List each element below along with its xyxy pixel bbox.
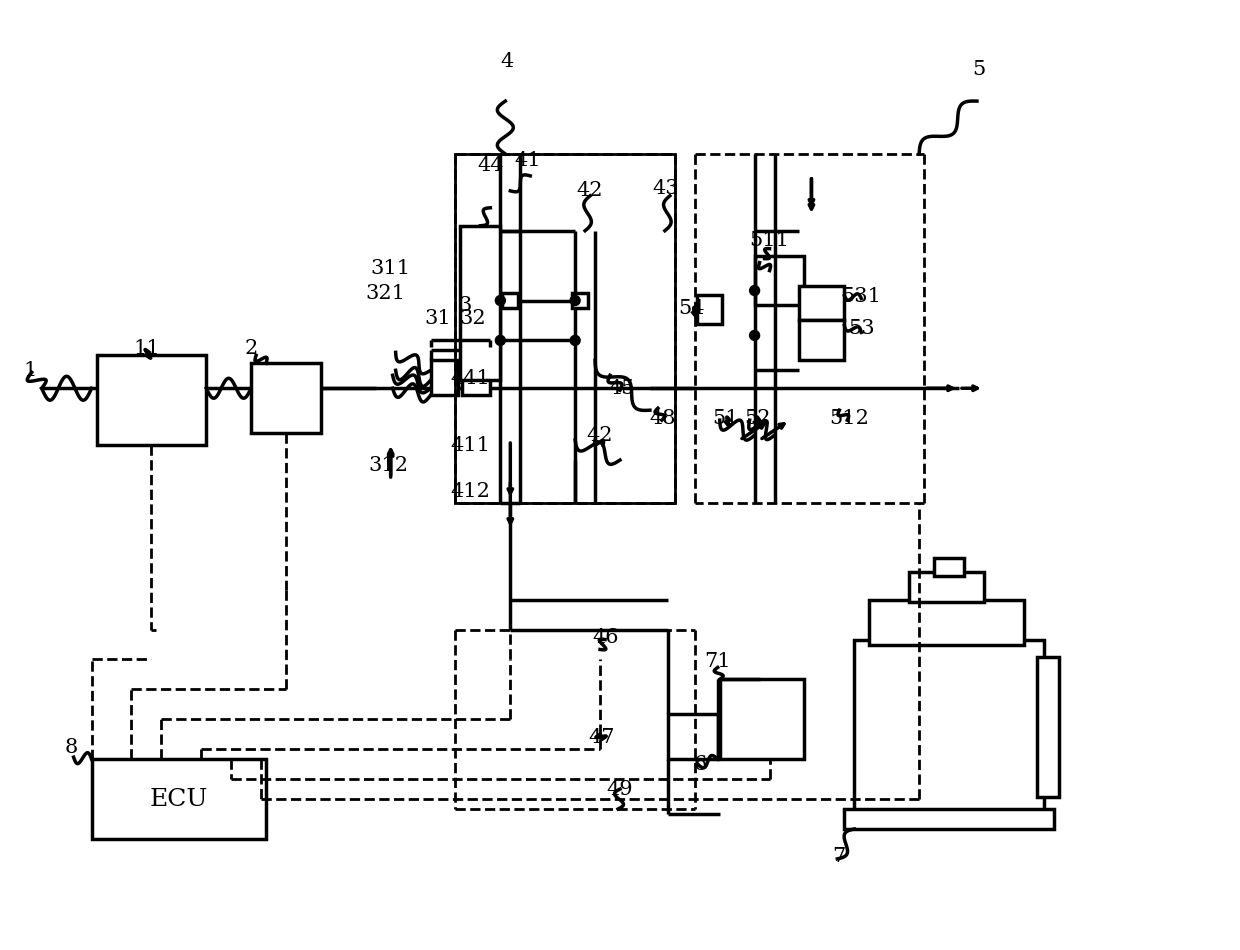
Text: 11: 11: [133, 339, 160, 358]
Bar: [755, 256, 805, 306]
Bar: [934, 558, 963, 576]
Text: 2: 2: [244, 339, 258, 358]
Text: 1: 1: [24, 361, 36, 380]
Bar: [697, 294, 722, 325]
Text: 31: 31: [424, 309, 451, 328]
Text: 71: 71: [704, 652, 732, 671]
Bar: [668, 714, 718, 759]
Text: 42: 42: [577, 181, 604, 200]
Bar: [909, 572, 983, 601]
Bar: [1037, 657, 1059, 797]
Text: 52: 52: [744, 408, 771, 428]
Bar: [719, 679, 805, 759]
Text: 312: 312: [368, 456, 409, 475]
Text: 321: 321: [366, 284, 405, 303]
Circle shape: [750, 286, 760, 295]
Text: 48: 48: [650, 408, 676, 428]
Text: 6: 6: [693, 754, 707, 773]
Circle shape: [495, 335, 506, 346]
Bar: [800, 320, 844, 360]
Text: 49: 49: [606, 780, 634, 799]
Circle shape: [570, 335, 580, 346]
Text: 8: 8: [64, 738, 78, 757]
Text: 44: 44: [477, 157, 503, 176]
Bar: [844, 809, 1054, 829]
Text: 51: 51: [712, 408, 739, 428]
Text: 42: 42: [587, 426, 614, 445]
Bar: [430, 360, 459, 395]
Bar: [463, 360, 490, 395]
Text: 53: 53: [848, 319, 874, 338]
Bar: [869, 599, 1024, 644]
Text: 531: 531: [841, 287, 882, 306]
Circle shape: [750, 331, 760, 340]
Text: 54: 54: [678, 299, 706, 318]
Bar: [97, 355, 206, 446]
Bar: [502, 293, 518, 309]
Circle shape: [495, 295, 506, 306]
Text: 4: 4: [501, 51, 513, 70]
Text: 3: 3: [459, 296, 472, 315]
Text: 46: 46: [593, 628, 619, 647]
Text: 45: 45: [609, 379, 635, 398]
Text: 5: 5: [972, 60, 986, 79]
Text: 311: 311: [371, 259, 410, 278]
Text: 512: 512: [830, 408, 869, 428]
Text: 511: 511: [749, 231, 790, 250]
Text: ECU: ECU: [149, 788, 207, 810]
Text: 43: 43: [652, 180, 680, 199]
Text: 411: 411: [450, 436, 491, 455]
Bar: [572, 293, 588, 309]
Text: 412: 412: [450, 483, 490, 502]
Bar: [92, 759, 267, 839]
Bar: [800, 286, 844, 320]
Text: 47: 47: [589, 728, 615, 747]
Circle shape: [570, 295, 580, 306]
Text: 441: 441: [450, 369, 490, 388]
Bar: [455, 154, 675, 503]
Bar: [250, 363, 321, 433]
Text: 7: 7: [833, 847, 846, 866]
Text: 41: 41: [513, 151, 541, 170]
Bar: [854, 639, 1044, 814]
Text: 32: 32: [459, 309, 486, 328]
Bar: [460, 226, 501, 380]
